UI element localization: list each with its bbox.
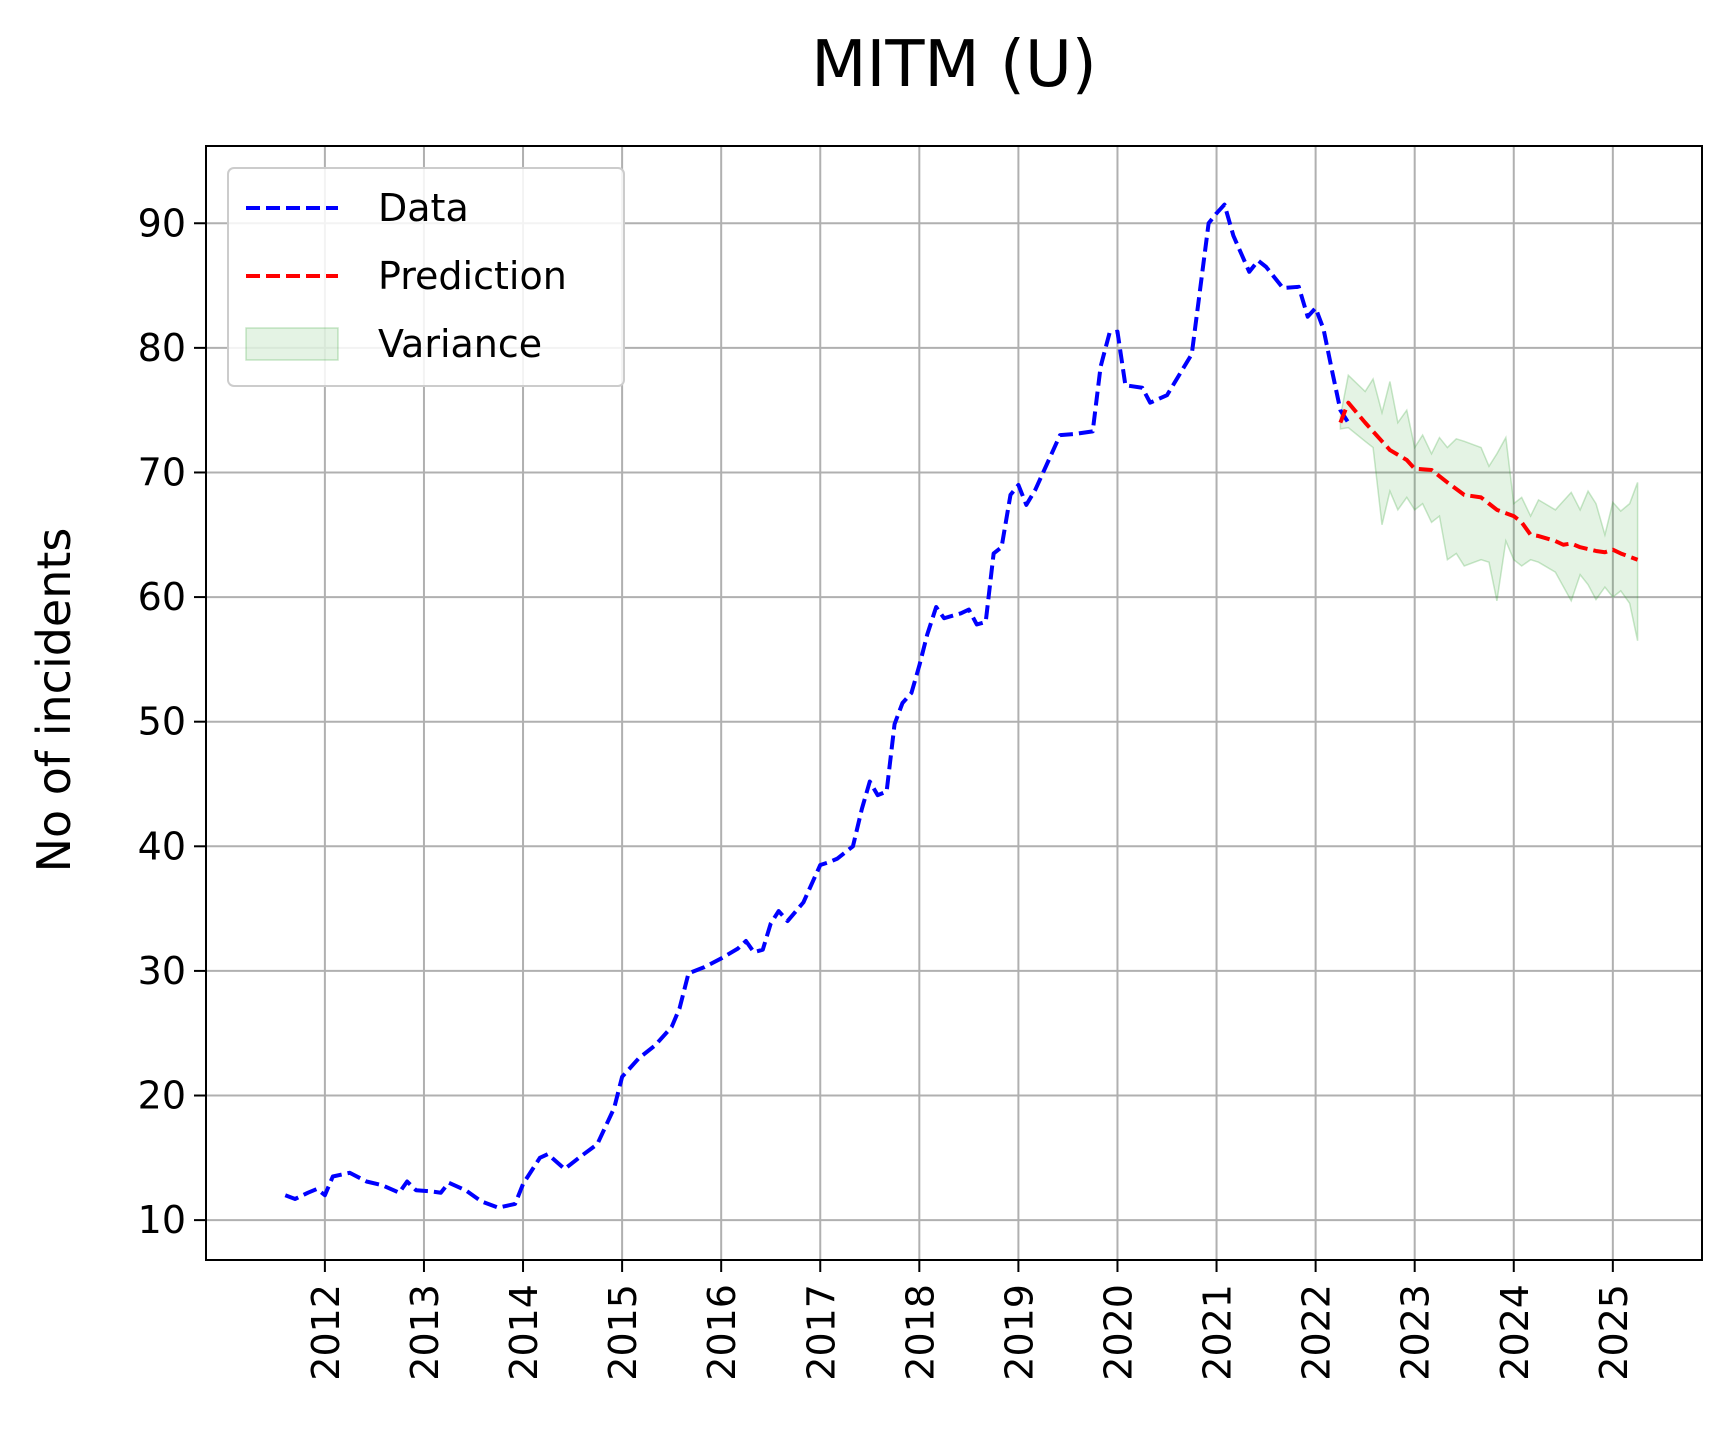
y-axis-label: No of incidents xyxy=(27,528,81,873)
y-tick-label: 80 xyxy=(138,326,186,370)
y-tick-label: 70 xyxy=(138,450,186,494)
x-tick-label: 2019 xyxy=(997,1284,1041,1381)
legend-label: Prediction xyxy=(378,254,567,298)
x-tick-label: 2023 xyxy=(1394,1284,1438,1381)
chart-title: MITM (U) xyxy=(811,28,1097,102)
legend-label: Variance xyxy=(378,322,542,366)
variance-band-layer xyxy=(1339,373,1639,641)
x-tick-label: 2017 xyxy=(799,1284,843,1381)
series-layer xyxy=(284,202,1639,1210)
x-tick-label: 2013 xyxy=(403,1284,447,1381)
legend-label: Data xyxy=(378,186,469,230)
x-tick-label: 2015 xyxy=(601,1284,645,1381)
y-tick-label: 60 xyxy=(138,575,186,619)
legend-swatch xyxy=(245,327,339,361)
x-tick-label: 2016 xyxy=(700,1284,744,1381)
y-tick-label: 30 xyxy=(138,949,186,993)
y-tick-label: 90 xyxy=(138,201,186,245)
axis-ticks: 10 20 30 40 50 60 70 80 90 2012 2013 2014 2015 2016 20… xyxy=(138,201,1636,1380)
x-tick-label: 2020 xyxy=(1096,1284,1140,1381)
series-line-prediction xyxy=(1338,400,1639,562)
series-line-data xyxy=(284,202,1350,1210)
x-tick-label: 2021 xyxy=(1196,1284,1240,1381)
plot-frame xyxy=(205,145,1703,1261)
x-tick-label: 2012 xyxy=(304,1284,348,1381)
x-tick-label: 2025 xyxy=(1592,1284,1636,1381)
variance-band xyxy=(1339,373,1639,641)
x-tick-label: 2018 xyxy=(898,1284,942,1381)
y-tick-label: 20 xyxy=(138,1074,186,1118)
y-tick-label: 40 xyxy=(138,824,186,868)
x-tick-label: 2022 xyxy=(1295,1284,1339,1381)
y-tick-label: 10 xyxy=(138,1198,186,1242)
legend: Data Prediction Variance xyxy=(227,167,625,387)
x-tick-label: 2024 xyxy=(1493,1284,1537,1381)
x-tick-label: 2014 xyxy=(502,1284,546,1381)
y-tick-label: 50 xyxy=(138,700,186,744)
legend-box xyxy=(227,167,625,387)
